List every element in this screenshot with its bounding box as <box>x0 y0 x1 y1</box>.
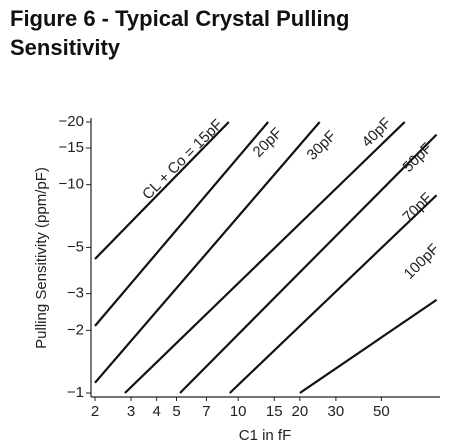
x-tick-label: 15 <box>266 403 283 420</box>
y-tick-label: −10 <box>59 176 84 193</box>
x-tick-label: 20 <box>291 403 308 420</box>
y-axis-label: Pulling Sensitivity (ppm/pF) <box>33 167 50 349</box>
x-tick-label: 2 <box>91 403 99 420</box>
plot-area <box>94 121 438 394</box>
x-tick-label: 5 <box>172 403 180 420</box>
series-line <box>94 121 269 327</box>
x-tick-label: 50 <box>373 403 390 420</box>
line-label: 70pF <box>400 190 436 226</box>
line-label: 50pF <box>400 140 436 176</box>
line-label: 40pF <box>359 115 395 151</box>
series-line <box>94 121 321 384</box>
series-line <box>299 298 438 394</box>
series-line <box>179 133 438 394</box>
series-line <box>124 121 406 394</box>
y-tick-label: −5 <box>67 238 84 255</box>
x-axis-label: C1 in fF <box>239 427 292 444</box>
x-tick-label: 10 <box>230 403 247 420</box>
y-tick-label: −20 <box>59 113 84 130</box>
x-tick-label: 7 <box>202 403 210 420</box>
line-label: 20pF <box>250 125 286 161</box>
x-tick-label: 3 <box>127 403 135 420</box>
x-tick-label: 4 <box>152 403 160 420</box>
series-line <box>229 194 438 394</box>
line-label: CL + Co = 15pF <box>139 116 226 203</box>
chart-title: Figure 6 - Typical Crystal Pulling Sensi… <box>10 6 350 60</box>
series-line <box>94 121 230 260</box>
y-tick-label: −3 <box>67 285 84 302</box>
y-tick-label: −15 <box>59 139 84 156</box>
y-tick-label: −1 <box>67 384 84 401</box>
y-tick-label: −2 <box>67 321 84 338</box>
line-label: 100pF <box>401 241 443 283</box>
x-tick-label: 30 <box>328 403 345 420</box>
